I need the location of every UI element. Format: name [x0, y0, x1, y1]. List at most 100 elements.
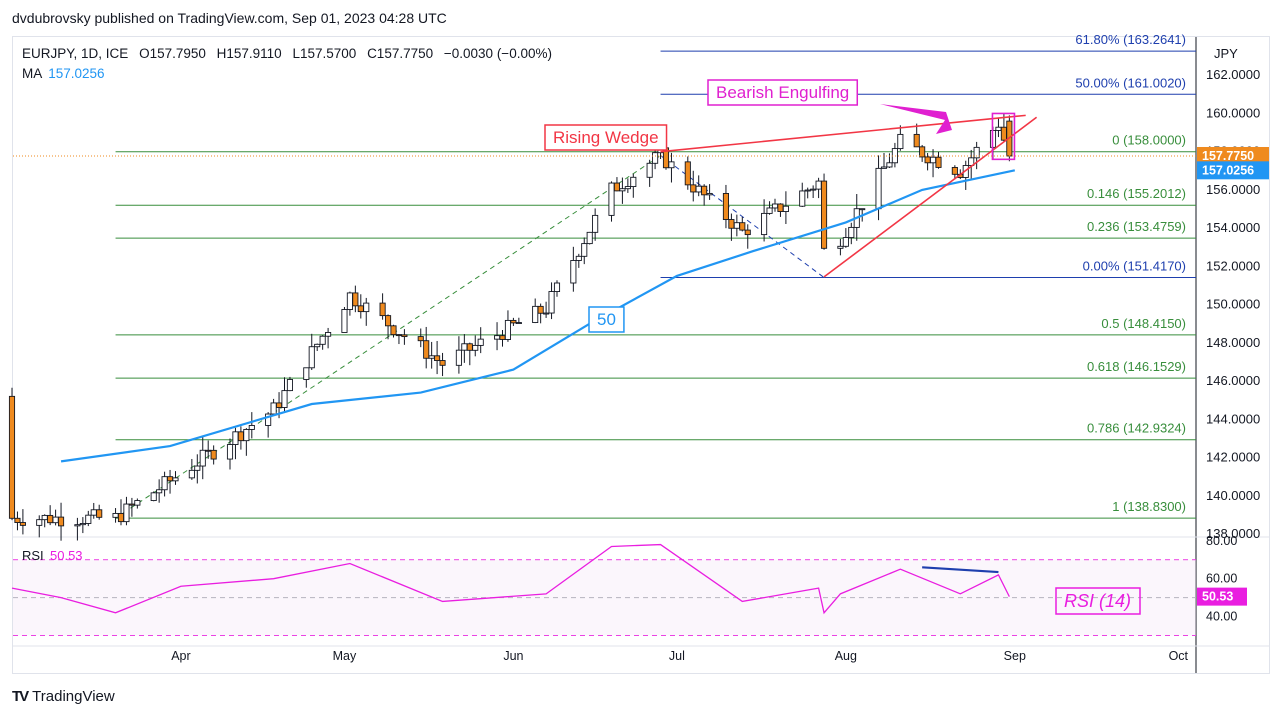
candle-body — [913, 133, 920, 148]
candle-body — [455, 349, 462, 366]
candle-body — [690, 184, 697, 193]
x-tick-label: Sep — [1004, 649, 1026, 663]
candle-body — [777, 203, 784, 212]
candle-body — [592, 214, 599, 233]
candle-body — [570, 260, 577, 284]
candle-body — [624, 186, 631, 190]
change-value: −0.0030 (−0.00%) — [443, 46, 552, 61]
x-tick-label: Jul — [669, 649, 685, 663]
candle-body — [308, 346, 315, 369]
rsi-14-label-box — [1055, 587, 1141, 615]
fib-level-label: 0.236 (153.4759) — [1087, 219, 1186, 234]
candle-body — [41, 514, 48, 521]
candle-body — [771, 203, 779, 209]
candle-body — [117, 512, 125, 523]
rsi-band — [13, 559, 1196, 636]
candle-body — [8, 395, 16, 519]
currency-label: JPY — [1214, 46, 1238, 61]
price-badge-label: 157.7750 — [1202, 149, 1254, 163]
candle-body — [90, 509, 97, 516]
ma-legend: MA 157.0256 — [22, 66, 105, 81]
candle-body — [532, 305, 539, 324]
candle-body — [96, 509, 103, 518]
y-tick-label: 154.0000 — [1206, 220, 1260, 235]
chart-frame — [12, 36, 1270, 674]
candle-body — [237, 431, 244, 442]
ma-label[interactable]: MA — [22, 66, 43, 81]
y-tick-label: 150.0000 — [1206, 297, 1260, 312]
y-tick-label: 156.0000 — [1206, 182, 1260, 197]
rsi-value: 50.53 — [50, 548, 83, 563]
candle-body — [156, 489, 163, 494]
candle-body — [357, 305, 364, 313]
fib-level-label: 0.00% (151.4170) — [1083, 259, 1186, 274]
candle-body — [799, 190, 806, 207]
price-badge — [1197, 146, 1269, 165]
x-tick-label: Aug — [835, 649, 857, 663]
candle-body — [706, 192, 713, 196]
candle-body — [739, 222, 746, 231]
candle-body — [821, 180, 828, 249]
candle-body — [390, 325, 397, 336]
brand-name: TradingView — [32, 688, 115, 705]
y-tick-label: 152.0000 — [1206, 258, 1260, 273]
symbol-label[interactable]: EURJPY, 1D, ICE — [22, 46, 129, 61]
candle-body — [537, 305, 544, 314]
rsi-tick-label: 80.00 — [1206, 534, 1237, 548]
y-tick-label: 140.0000 — [1206, 488, 1260, 503]
candle-body — [891, 148, 898, 164]
candle-body — [47, 514, 54, 524]
candle-body — [510, 319, 517, 324]
candle-body — [684, 161, 691, 186]
candle-body — [423, 340, 430, 359]
candle-body — [199, 449, 206, 467]
x-tick-label: Oct — [1169, 649, 1189, 663]
rsi-badge — [1197, 587, 1247, 606]
rising-wedge-label-box — [544, 124, 668, 151]
fib-level-label: 0 (158.0000) — [1112, 133, 1186, 148]
candle-body — [243, 428, 250, 442]
rising-wedge-label: Rising Wedge — [553, 128, 659, 147]
candle-body — [652, 152, 659, 164]
candle-body — [499, 335, 506, 340]
candle-body — [804, 189, 811, 192]
candle-body — [842, 237, 849, 247]
candle-body — [85, 514, 92, 524]
rsi-badge-label: 50.53 — [1202, 590, 1233, 604]
engulfing-arrow-icon — [880, 104, 952, 134]
rsi-line — [11, 543, 1010, 615]
candle-body — [36, 519, 43, 526]
candle-body — [461, 343, 468, 351]
candle-body — [166, 476, 174, 482]
candle-body — [319, 335, 326, 345]
fib-level-label: 0.618 (146.1529) — [1087, 359, 1186, 374]
fib-level-label: 0.146 (155.2012) — [1087, 186, 1186, 201]
candle-body — [346, 292, 353, 310]
candle-body — [924, 156, 931, 164]
candle-body — [586, 231, 593, 245]
candle-body — [341, 309, 348, 333]
candle-body — [859, 208, 866, 211]
y-tick-label: 160.0000 — [1206, 105, 1260, 120]
candle-body — [935, 156, 942, 168]
candle-body — [815, 180, 822, 190]
candle-body — [995, 126, 1002, 131]
fib-level-label: 1 (138.8300) — [1112, 499, 1186, 514]
candle-body — [548, 291, 555, 314]
wedge-upper-line — [660, 114, 1026, 153]
tradingview-brand[interactable]: TV TradingView — [12, 688, 115, 705]
candle-body — [150, 492, 157, 502]
fib-level-label: 0.5 (148.4150) — [1101, 316, 1186, 331]
candle-body — [886, 162, 893, 168]
candle-body — [668, 161, 675, 169]
candle-body — [188, 469, 195, 479]
candle-body — [919, 146, 926, 158]
candle-body — [880, 166, 888, 169]
candle-body — [504, 319, 512, 340]
candle-body — [439, 360, 446, 366]
candle-body — [123, 503, 130, 523]
ma-value: 157.0256 — [48, 66, 105, 81]
candle-body — [14, 517, 21, 523]
candle-body — [581, 243, 588, 257]
